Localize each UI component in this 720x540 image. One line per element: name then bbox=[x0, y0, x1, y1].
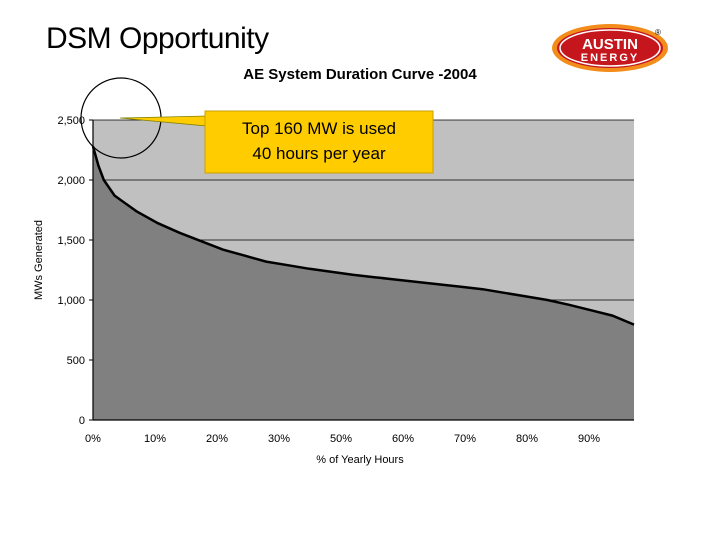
logo-line2: ENERGY bbox=[581, 52, 639, 64]
x-axis-ticks: 0% 10% 20% 30% 50% 60% 70% 80% 90% bbox=[85, 433, 600, 445]
x-tick-label: 90% bbox=[578, 433, 600, 445]
austin-energy-logo: AUSTIN ENERGY ® bbox=[552, 24, 668, 72]
registered-mark: ® bbox=[655, 28, 661, 37]
callout-box bbox=[204, 110, 434, 174]
y-tick-label: 2,500 bbox=[57, 115, 85, 127]
callout-line2: 40 hours per year bbox=[252, 144, 386, 163]
x-tick-label: 20% bbox=[206, 433, 228, 445]
x-tick-label: 0% bbox=[85, 433, 101, 445]
slide-title: DSM Opportunity bbox=[46, 22, 269, 55]
x-tick-label: 60% bbox=[392, 433, 414, 445]
x-tick-label: 10% bbox=[144, 433, 166, 445]
y-tick-label: 1,500 bbox=[57, 235, 85, 247]
duration-curve bbox=[91, 146, 635, 326]
y-axis-ticks: 0 500 1,000 1,500 2,000 2,500 bbox=[57, 115, 93, 427]
y-tick-label: 0 bbox=[79, 415, 85, 427]
x-tick-label: 70% bbox=[454, 433, 476, 445]
logo-line1: AUSTIN bbox=[582, 36, 638, 53]
duration-area bbox=[93, 146, 634, 420]
chart-title: AE System Duration Curve -2004 bbox=[243, 66, 477, 83]
y-tick-label: 2,000 bbox=[57, 175, 85, 187]
y-tick-label: 1,000 bbox=[57, 295, 85, 307]
x-axis-label: % of Yearly Hours bbox=[316, 454, 404, 466]
y-tick-label: 500 bbox=[67, 355, 85, 367]
x-tick-label: 80% bbox=[516, 433, 538, 445]
y-axis-label: MWs Generated bbox=[33, 220, 45, 300]
x-tick-label: 50% bbox=[330, 433, 352, 445]
x-tick-label: 30% bbox=[268, 433, 290, 445]
callout-line1: Top 160 MW is used bbox=[242, 119, 396, 138]
